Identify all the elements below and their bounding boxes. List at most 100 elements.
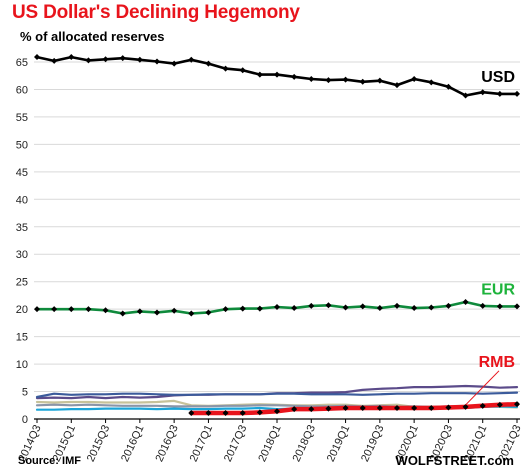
data-point-usd: [51, 57, 58, 64]
data-point-eur: [308, 302, 315, 309]
data-point-eur: [119, 310, 126, 317]
series-labels: USD EUR RMB: [465, 69, 515, 406]
y-tick-label: 40: [16, 194, 28, 206]
data-point-eur: [359, 303, 366, 310]
data-point-eur: [102, 307, 109, 314]
data-point-usd: [308, 76, 315, 83]
data-point-rmb: [376, 405, 383, 412]
y-tick-label: 10: [16, 359, 28, 371]
data-point-usd: [119, 55, 126, 62]
data-point-rmb: [205, 409, 212, 416]
data-point-eur: [68, 306, 75, 313]
series-label-rmb: RMB: [479, 354, 515, 371]
series-label-usd: USD: [481, 69, 515, 86]
y-tick-label: 35: [16, 222, 28, 234]
data-point-rmb: [411, 405, 418, 412]
data-point-rmb: [308, 406, 315, 413]
data-point-eur: [136, 308, 143, 315]
y-tick-label: 45: [16, 167, 28, 179]
data-point-usd: [359, 78, 366, 85]
data-point-eur: [171, 307, 178, 314]
data-point-eur: [85, 306, 92, 313]
data-point-rmb: [342, 405, 349, 412]
data-point-eur: [394, 302, 400, 309]
data-point-eur: [291, 305, 298, 312]
data-point-usd: [376, 77, 383, 84]
data-point-usd: [428, 79, 435, 86]
x-tick-label: 2017Q3: [222, 423, 249, 464]
chart-title: US Dollar's Declining Hegemony: [12, 2, 300, 23]
data-point-rmb: [274, 408, 280, 415]
x-tick-label: 2019Q3: [359, 423, 386, 464]
data-point-rmb: [462, 403, 469, 410]
y-tick-label: 20: [16, 304, 28, 316]
data-point-usd: [342, 76, 349, 83]
data-point-usd: [256, 71, 263, 78]
data-point-usd: [479, 89, 486, 96]
data-point-eur: [51, 306, 58, 313]
series-line: [35, 384, 519, 400]
data-point-eur: [462, 299, 469, 306]
x-tick-label: 2015Q3: [85, 423, 112, 464]
y-tick-label: 15: [16, 332, 28, 344]
y-tick-label: 65: [16, 57, 28, 69]
grid-lines: [34, 61, 520, 420]
data-point-rmb: [496, 401, 503, 408]
data-point-rmb: [291, 406, 298, 413]
source-note: Source: IMF: [18, 455, 81, 467]
x-tick-label: 2016Q1: [119, 423, 146, 464]
data-point-usd: [34, 54, 40, 61]
data-point-rmb: [359, 405, 366, 412]
data-point-rmb: [479, 402, 486, 409]
data-point-eur: [256, 305, 263, 312]
data-point-usd: [68, 54, 75, 61]
y-tick-label: 30: [16, 249, 28, 261]
data-point-usd: [102, 56, 109, 63]
x-tick-label: 2019Q1: [325, 423, 352, 464]
data-point-eur: [34, 306, 40, 313]
data-point-usd: [222, 65, 229, 72]
data-point-usd: [136, 56, 143, 63]
data-point-rmb: [394, 405, 400, 412]
data-point-usd: [411, 76, 418, 83]
x-tick-label: 2016Q3: [153, 423, 180, 464]
data-point-eur: [325, 302, 332, 309]
data-point-usd: [274, 71, 280, 78]
data-point-usd: [394, 82, 400, 89]
data-point-rmb: [445, 404, 452, 411]
data-point-usd: [205, 60, 212, 67]
data-point-usd: [239, 67, 246, 74]
data-point-rmb: [428, 405, 435, 412]
data-point-usd: [188, 56, 195, 63]
data-point-eur: [496, 303, 503, 310]
data-point-usd: [462, 92, 469, 99]
data-point-usd: [514, 90, 520, 97]
data-point-usd: [291, 73, 298, 80]
series-markers: [34, 54, 520, 416]
rmb-leader-line: [465, 370, 500, 406]
data-point-rmb: [514, 401, 520, 408]
data-point-eur: [188, 310, 195, 317]
data-point-rmb: [188, 409, 195, 416]
y-tick-label: 55: [16, 112, 28, 124]
y-tick-label: 50: [16, 139, 28, 151]
data-point-usd: [496, 90, 503, 97]
data-point-eur: [222, 306, 229, 313]
chart-subtitle: % of allocated reserves: [20, 29, 165, 44]
series-label-eur: EUR: [481, 281, 515, 298]
y-tick-label: 25: [16, 277, 28, 289]
y-tick-label: 60: [16, 84, 28, 96]
data-point-rmb: [256, 409, 263, 416]
y-tick-label: 5: [22, 387, 28, 399]
data-point-eur: [342, 304, 349, 311]
brand-label: WOLFSTREET.com: [395, 453, 514, 468]
data-point-rmb: [239, 409, 246, 416]
data-point-usd: [445, 83, 452, 90]
data-point-eur: [154, 309, 160, 316]
data-point-usd: [325, 77, 332, 84]
data-point-eur: [205, 309, 212, 316]
data-point-eur: [239, 305, 246, 312]
data-point-rmb: [325, 405, 332, 412]
x-tick-label: 2017Q1: [188, 423, 215, 464]
